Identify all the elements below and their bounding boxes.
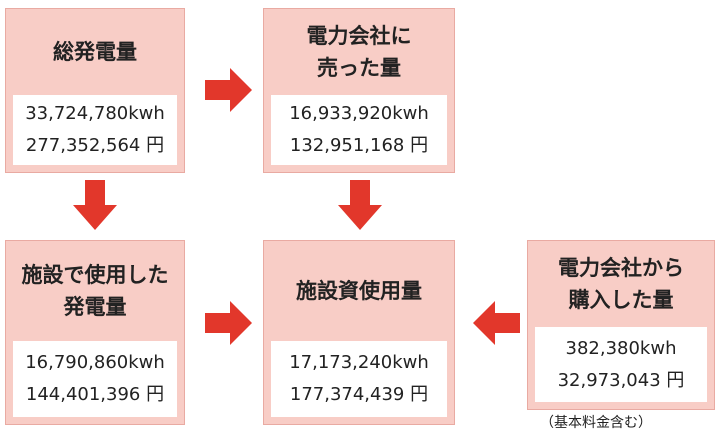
node-label: 施設資使用量 — [264, 241, 454, 341]
node: 電力会社に売った量 16,933,920kwh 132,951,168 円 — [263, 8, 455, 173]
node-values: 382,380kwh 32,973,043 円 — [535, 327, 707, 402]
yen: 32,973,043 円 — [557, 369, 685, 391]
yen: 132,951,168 円 — [289, 135, 429, 156]
label-line: 電力会社から — [558, 256, 684, 280]
kwh: 382,380kwh — [565, 337, 677, 359]
label-line: 売った量 — [317, 56, 401, 80]
yen: 277,352,564 円 — [25, 135, 165, 156]
arrow-left — [473, 301, 520, 345]
kwh: 33,724,780kwh — [25, 103, 165, 124]
node-values: 17,173,240kwh 177,374,439 円 — [271, 341, 447, 417]
label-line: 電力会社に — [306, 24, 412, 48]
node-label: 電力会社から 購入した量 — [528, 241, 714, 327]
label-line: 購入した量 — [568, 288, 674, 312]
label-line: 発電量 — [63, 295, 127, 319]
node-values: 33,724,780kwh 277,352,564 円 — [13, 95, 177, 165]
arrow-right — [205, 301, 252, 345]
label-line: 総発電量 — [53, 40, 137, 64]
yen: 144,401,396 円 — [25, 384, 165, 405]
arrow-right — [205, 68, 252, 112]
note: （基本料金含む） — [540, 415, 652, 431]
node-label: 施設で使用した 発電量 — [6, 241, 184, 341]
node-label: 総発電量 — [6, 9, 184, 95]
node: 施設資使用量 17,173,240kwh 177,374,439 円 — [263, 240, 455, 425]
label-line: 施設で使用した — [21, 263, 169, 287]
node-values: 16,933,920kwh 132,951,168 円 — [271, 95, 447, 165]
node-label: 電力会社に 売った量 — [264, 9, 454, 95]
node-values: 16,790,860kwh 144,401,396 円 — [13, 341, 177, 417]
arrow-down — [338, 180, 382, 230]
kwh: 16,790,860kwh — [25, 352, 165, 373]
node: 電力会社から 購入した量 382,380kwh 32,973,043 円 — [527, 240, 715, 410]
label-line: 施設資使用量 — [296, 279, 422, 303]
node: 総発電量 33,724,780kwh 277,352,564 円 — [5, 8, 185, 173]
kwh: 17,173,240kwh — [289, 352, 429, 373]
arrow-down — [73, 180, 117, 230]
node: 施設で使用した 発電量 16,790,860kwh 144,401,396 円 — [5, 240, 185, 425]
kwh: 16,933,920kwh — [289, 103, 429, 124]
yen: 177,374,439 円 — [289, 384, 429, 405]
